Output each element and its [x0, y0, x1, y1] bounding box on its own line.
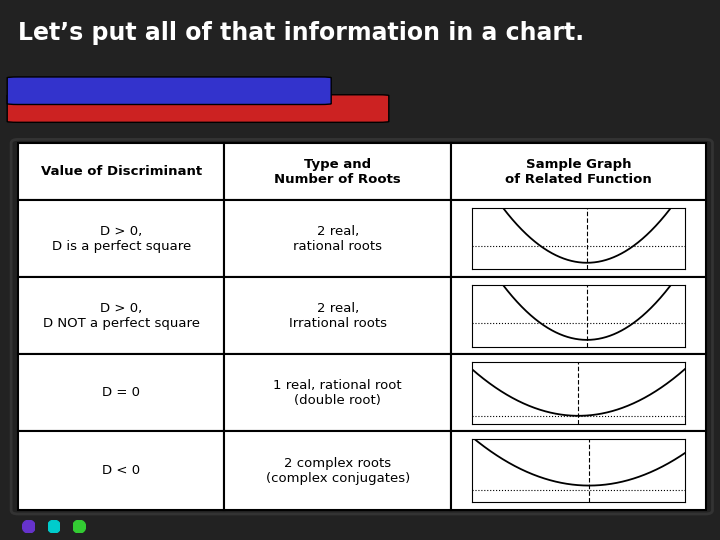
Bar	[18, 354, 225, 431]
Bar	[225, 200, 451, 277]
Bar	[451, 431, 706, 510]
Bar	[18, 200, 225, 277]
Text: 2 real,
rational roots: 2 real, rational roots	[293, 225, 382, 253]
Text: D > 0,
D NOT a perfect square: D > 0, D NOT a perfect square	[42, 302, 199, 330]
Bar	[451, 354, 706, 431]
FancyBboxPatch shape	[7, 95, 389, 122]
Bar	[18, 431, 225, 510]
Circle shape	[22, 520, 35, 533]
Bar	[225, 431, 451, 510]
Bar	[225, 143, 451, 200]
Text: Let’s put all of that information in a chart.: Let’s put all of that information in a c…	[18, 21, 584, 45]
Text: D < 0: D < 0	[102, 464, 140, 477]
Circle shape	[48, 520, 60, 533]
Bar	[451, 277, 706, 354]
FancyBboxPatch shape	[7, 77, 331, 105]
Bar	[18, 277, 225, 354]
Text: Value of Discriminant: Value of Discriminant	[40, 165, 202, 178]
Circle shape	[73, 520, 86, 533]
Text: Sample Graph
of Related Function: Sample Graph of Related Function	[505, 158, 652, 186]
Bar	[225, 277, 451, 354]
Text: Type and
Number of Roots: Type and Number of Roots	[274, 158, 401, 186]
Bar	[451, 143, 706, 200]
Text: 2 real,
Irrational roots: 2 real, Irrational roots	[289, 302, 387, 330]
Text: 2 complex roots
(complex conjugates): 2 complex roots (complex conjugates)	[266, 457, 410, 485]
Text: D = 0: D = 0	[102, 386, 140, 399]
Text: 1 real, rational root
(double root): 1 real, rational root (double root)	[274, 379, 402, 407]
Text: D > 0,
D is a perfect square: D > 0, D is a perfect square	[52, 225, 191, 253]
Bar	[451, 200, 706, 277]
Bar	[18, 143, 225, 200]
Bar	[225, 354, 451, 431]
